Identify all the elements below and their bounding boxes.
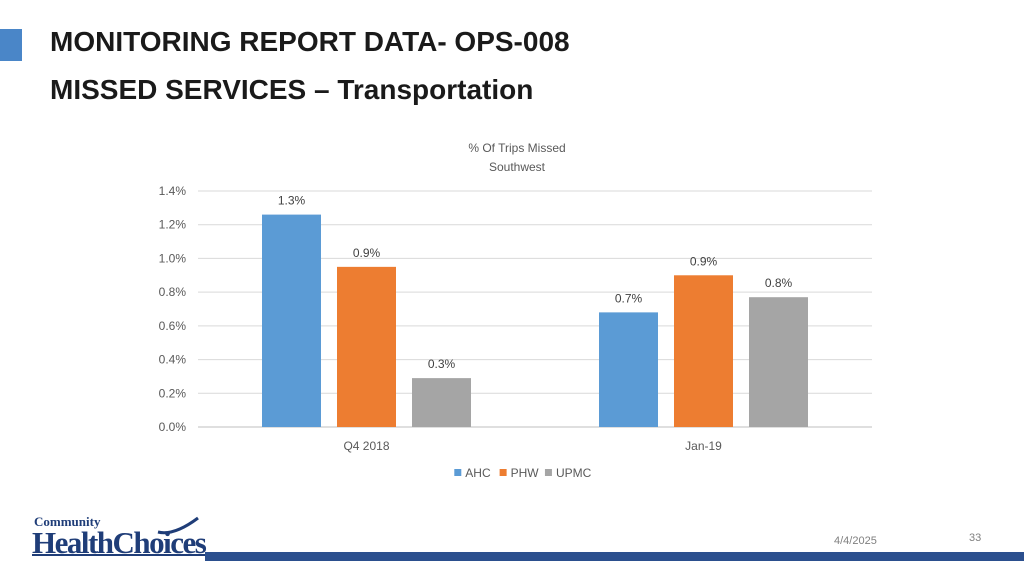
footer-bar [205, 552, 1024, 561]
y-tick-label: 0.8% [159, 285, 187, 299]
slide-title-line-1: MONITORING REPORT DATA- OPS-008 [50, 26, 570, 57]
chart-title: % Of Trips Missed [468, 141, 565, 155]
logo-community-text: Community [34, 514, 101, 529]
bar-data-label: 0.9% [353, 246, 381, 260]
page-number: 33 [969, 532, 982, 544]
slide-title-line-2: MISSED SERVICES – Transportation [50, 74, 534, 105]
legend-swatch-phw [499, 469, 507, 476]
bar-data-label: 0.9% [690, 254, 718, 268]
legend-label-phw: PHW [511, 466, 540, 480]
y-tick-label: 1.0% [159, 251, 187, 265]
bar-upmc [412, 378, 471, 427]
community-healthchoices-logo: Community HealthChoices [32, 514, 207, 564]
bar-data-label: 1.3% [278, 194, 306, 208]
y-tick-label: 1.2% [159, 218, 187, 232]
x-tick-label: Jan-19 [685, 439, 722, 453]
y-tick-label: 0.4% [159, 353, 187, 367]
bar-phw [674, 275, 733, 427]
title-accent-square [0, 29, 22, 61]
bar-chart: % Of Trips Missed Southwest 0.0% 0.2% 0.4% 0.… [159, 141, 872, 480]
bar-ahc [262, 214, 321, 427]
legend-label-upmc: UPMC [556, 466, 592, 480]
y-tick-label: 0.2% [159, 386, 187, 400]
chart-subtitle: Southwest [489, 160, 546, 174]
bar-data-label: 0.8% [765, 276, 793, 290]
legend-label-ahc: AHC [465, 466, 491, 480]
y-tick-label: 0.6% [159, 319, 187, 333]
bar-ahc [599, 312, 658, 427]
x-tick-label: Q4 2018 [343, 439, 389, 453]
bar-upmc [749, 297, 808, 427]
bar-data-label: 0.7% [615, 291, 643, 305]
y-tick-label: 0.0% [159, 420, 187, 434]
bar-phw [337, 266, 396, 427]
footer-date: 4/4/2025 [834, 535, 877, 547]
bar-data-label: 0.3% [428, 357, 456, 371]
legend-swatch-ahc [454, 469, 462, 476]
y-tick-label: 1.4% [159, 184, 187, 198]
logo-swoosh-icon [157, 516, 199, 535]
legend-swatch-upmc [544, 469, 552, 476]
